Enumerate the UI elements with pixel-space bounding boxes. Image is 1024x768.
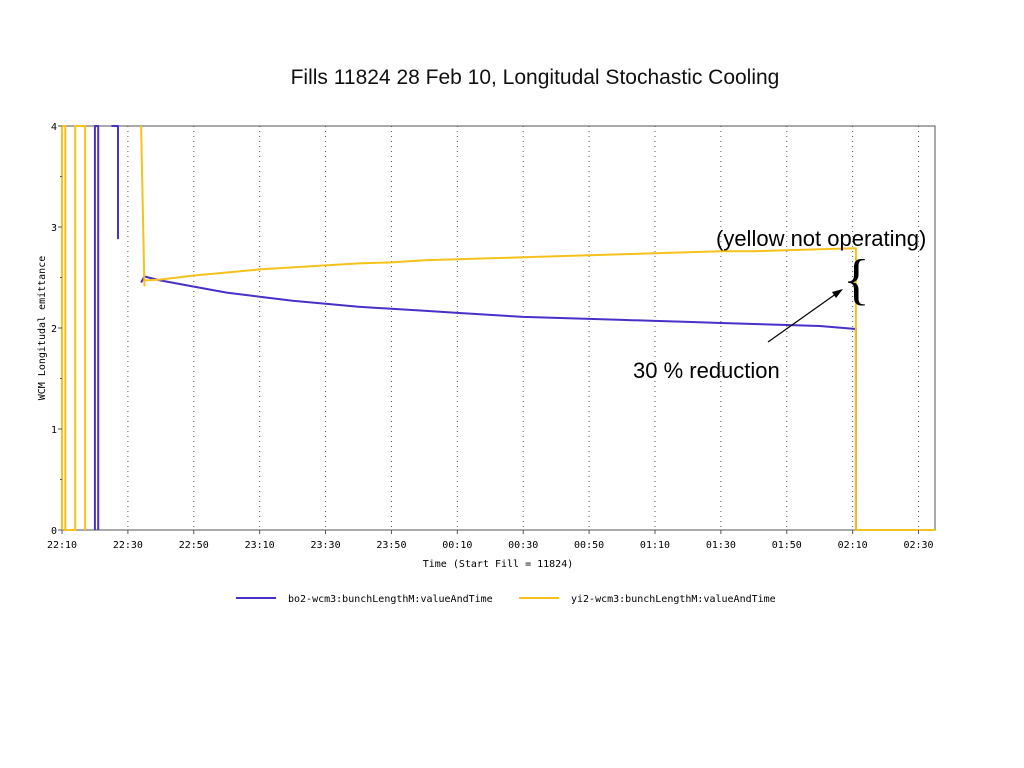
x-tick-label: 00:10	[442, 540, 472, 551]
x-tick-label: 01:50	[772, 540, 802, 551]
x-tick-label: 00:30	[508, 540, 538, 551]
legend-label: yi2-wcm3:bunchLengthM:valueAndTime	[571, 594, 776, 605]
reduction-arrow	[767, 289, 843, 343]
yellow-not-operating-note: (yellow not operating)	[716, 226, 927, 251]
axes: 22:10 22:30 22:50 23:10 23:30 23:50 00:10 00:30…	[47, 122, 934, 551]
y-tick-label: 3	[51, 223, 57, 234]
legend-label: bo2-wcm3:bunchLengthM:valueAndTime	[288, 594, 493, 605]
arrow-shaft	[767, 290, 841, 343]
x-tick-label: 02:10	[838, 540, 868, 551]
reduction-note: 30 % reduction	[633, 358, 780, 383]
arrow-head	[832, 289, 843, 298]
legend: bo2-wcm3:bunchLengthM:valueAndTime yi2-wc…	[236, 594, 776, 605]
x-axis-label: Time (Start Fill = 11824)	[423, 559, 574, 570]
x-tick-label: 23:30	[310, 540, 340, 551]
y-tick-label: 2	[51, 324, 57, 335]
series-lines	[61, 125, 935, 531]
y-tick-label: 0	[51, 526, 57, 537]
x-tick-label: 00:50	[574, 540, 604, 551]
x-tick-label: 22:10	[47, 540, 77, 551]
x-tick-label: 02:30	[903, 540, 933, 551]
plot-area	[61, 125, 936, 531]
x-tick-label: 23:50	[376, 540, 406, 551]
brace-glyph: {	[843, 249, 870, 311]
x-tick-label: 22:50	[179, 540, 209, 551]
x-tick-label: 01:30	[706, 540, 736, 551]
series-line-1	[93, 125, 857, 530]
x-tick-label: 22:30	[113, 540, 143, 551]
x-tick-label: 23:10	[245, 540, 275, 551]
y-tick-label: 4	[51, 122, 57, 133]
y-axis-label: WCM Longitudal emittance	[37, 256, 48, 401]
y-tick-label: 1	[51, 425, 57, 436]
series-line-2	[61, 125, 935, 531]
plot-border	[61, 125, 936, 531]
x-tick-label: 01:10	[640, 540, 670, 551]
slide-title: Fills 11824 28 Feb 10, Longitudal Stocha…	[290, 66, 780, 89]
